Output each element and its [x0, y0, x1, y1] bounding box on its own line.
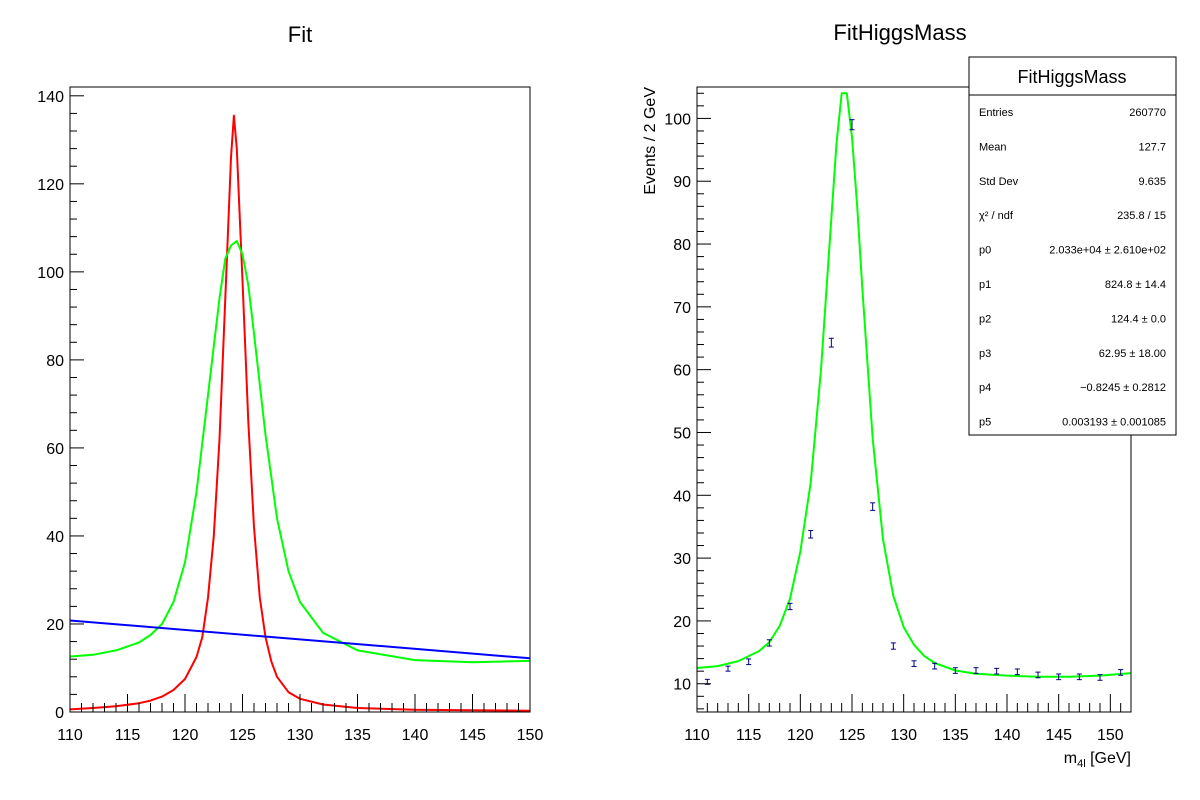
- stats-row-label: Mean: [979, 141, 1007, 153]
- fit-y-tick-label: 60: [46, 441, 64, 458]
- fit-axes: 110 115 120 125 130 135 140 145 150 0 20 40 60 80 100 1…: [37, 89, 543, 744]
- fit-x-tick-label: 125: [229, 727, 256, 744]
- total-fit-curve: [69, 240, 531, 664]
- fit-x-tick-label: 135: [344, 727, 371, 744]
- higgs-mass-x-tick-label: 120: [787, 727, 814, 744]
- data-point: [746, 658, 752, 666]
- higgs-mass-x-tick-label: 140: [994, 727, 1021, 744]
- data-point: [849, 119, 855, 131]
- fit-y-tick-label: 40: [46, 529, 64, 546]
- stats-row-value: 127.7: [1138, 141, 1166, 153]
- data-point: [1056, 673, 1062, 681]
- stats-box-frame: [968, 56, 1177, 436]
- higgs-mass-panel-title: FitHiggsMass: [833, 20, 966, 45]
- fit-y-tick-label: 0: [55, 705, 64, 722]
- data-point: [890, 642, 896, 650]
- fit-y-tick-label: 140: [37, 89, 64, 106]
- data-point: [766, 639, 772, 647]
- data-point: [1076, 673, 1082, 681]
- stats-box-title: FitHiggsMass: [1017, 67, 1126, 87]
- fit-x-tick-label: 150: [517, 727, 544, 744]
- fit-y-tick-label: 20: [46, 617, 64, 634]
- higgs-mass-x-axis-label: m4l [GeV]: [1064, 750, 1131, 770]
- higgs-mass-y-tick-label: 10: [673, 677, 691, 694]
- data-point: [952, 667, 958, 674]
- data-point: [1118, 669, 1124, 676]
- higgs-mass-panel: FitHiggsMass 110 115 120 125 130 135 140 145 150…: [642, 20, 1177, 770]
- fit-x-tick-label: 140: [402, 727, 429, 744]
- higgs-mass-axes: 110 115 120 125 130 135 140 145 150 10 20 30 40 50 60 7…: [664, 92, 1132, 744]
- fit-y-tick-label: 100: [37, 265, 64, 282]
- stats-row-label: p4: [979, 382, 991, 394]
- fit-x-tick-label: 115: [115, 727, 141, 744]
- higgs-mass-y-tick-label: 90: [673, 174, 691, 191]
- fit-panel-title: Fit: [288, 22, 312, 47]
- stats-row-label: p0: [979, 245, 991, 257]
- fit-x-tick-label: 130: [287, 727, 314, 744]
- stats-row-label: Std Dev: [979, 176, 1019, 188]
- data-point: [870, 502, 876, 511]
- stats-row-value: 2.033e+04 ± 2.610e+02: [1049, 245, 1166, 257]
- stats-row-label: p3: [979, 348, 991, 360]
- higgs-mass-x-tick-label: 115: [736, 727, 762, 744]
- stats-row-value: 0.003193 ± 0.001085: [1062, 417, 1166, 429]
- higgs-mass-x-tick-label: 145: [1045, 727, 1072, 744]
- higgs-mass-y-tick-label: 20: [673, 614, 691, 631]
- higgs-mass-x-tick-label: 130: [890, 727, 917, 744]
- fit-x-tick-label: 145: [459, 727, 486, 744]
- stats-row-label: Entries: [979, 107, 1014, 119]
- higgs-mass-x-tick-label: 150: [1097, 727, 1124, 744]
- higgs-mass-y-tick-label: 80: [673, 237, 691, 254]
- stats-row-label: p5: [979, 417, 991, 429]
- higgs-mass-data-points: [704, 119, 1124, 685]
- data-point: [1035, 671, 1041, 679]
- data-point: [808, 529, 814, 539]
- fit-y-tick-label: 120: [37, 177, 64, 194]
- higgs-mass-y-tick-label: 70: [673, 300, 691, 317]
- fit-x-tick-label: 120: [172, 727, 199, 744]
- fit-panel: Fit 110 115 120 125 130 135 140 145 150 0 20 40 60 80…: [37, 22, 543, 744]
- stats-row-value: 9.635: [1138, 176, 1166, 188]
- data-point: [828, 337, 834, 348]
- higgs-mass-x-tick-label: 110: [684, 727, 710, 744]
- background-curve: [69, 619, 531, 660]
- stats-row-label: χ² / ndf: [979, 210, 1014, 222]
- stats-row-value: 235.8 / 15: [1117, 210, 1166, 222]
- higgs-mass-y-tick-label: 50: [673, 425, 691, 442]
- higgs-mass-y-tick-label: 30: [673, 551, 691, 568]
- stats-box-rows: Entries 260770 Mean 127.7 Std Dev 9.635 χ² / n…: [979, 107, 1166, 429]
- higgs-mass-y-tick-label: 100: [664, 111, 691, 128]
- fit-x-tick-label: 110: [57, 727, 83, 744]
- stats-box: FitHiggsMass Entries 260770 Mean 127.7 Std D…: [968, 56, 1177, 436]
- stats-row-label: p2: [979, 313, 991, 325]
- stats-row-value: 62.95 ± 18.00: [1099, 348, 1166, 360]
- higgs-mass-y-axis-label: Events / 2 GeV: [642, 87, 659, 195]
- data-point: [787, 602, 793, 611]
- fit-y-tick-label: 80: [46, 353, 64, 370]
- data-point: [911, 660, 917, 667]
- data-point: [932, 662, 938, 670]
- higgs-mass-x-tick-label: 125: [839, 727, 866, 744]
- data-point: [1014, 668, 1020, 676]
- stats-row-label: p1: [979, 279, 991, 291]
- data-point: [973, 667, 979, 674]
- stats-row-value: 124.4 ± 0.0: [1111, 313, 1166, 325]
- data-point: [725, 665, 731, 672]
- stats-row-value: 824.8 ± 14.4: [1105, 279, 1166, 291]
- data-point: [994, 667, 1000, 675]
- higgs-mass-y-tick-label: 40: [673, 488, 691, 505]
- fit-plot-frame: [69, 86, 531, 713]
- fit-curves: [69, 114, 531, 712]
- stats-row-value: 260770: [1129, 107, 1166, 119]
- higgs-mass-y-tick-label: 60: [673, 363, 691, 380]
- data-point: [1097, 674, 1103, 681]
- stats-row-value: −0.8245 ± 0.2812: [1080, 382, 1166, 394]
- higgs-mass-x-tick-label: 135: [942, 727, 969, 744]
- signal-curve: [69, 114, 531, 712]
